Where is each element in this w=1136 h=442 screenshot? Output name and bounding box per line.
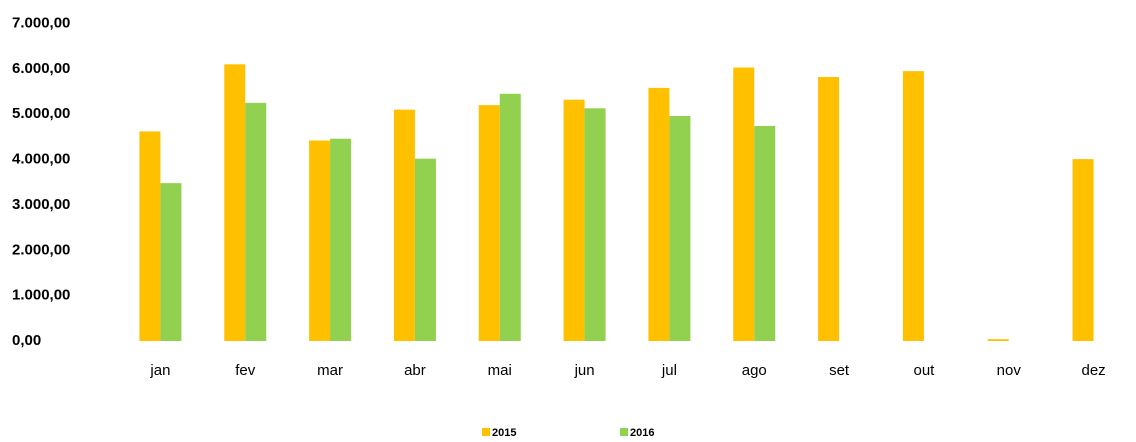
- bar: [902, 71, 924, 341]
- x-tick-label: mar: [317, 362, 343, 379]
- bar: [987, 339, 1009, 341]
- bar: [478, 105, 500, 342]
- bar: [245, 102, 267, 341]
- bar: [224, 64, 246, 342]
- x-tick-label: fev: [235, 362, 256, 379]
- bar: [1072, 159, 1094, 341]
- bar: [330, 138, 352, 341]
- bar: [733, 67, 755, 341]
- bar: [309, 140, 331, 341]
- legend-label: 2016: [630, 427, 654, 439]
- x-tick-label: jan: [149, 362, 170, 379]
- bar: [414, 158, 436, 341]
- bar: [499, 93, 521, 341]
- x-tick-label: set: [829, 362, 850, 379]
- y-tick-label: 2.000,00: [12, 241, 70, 258]
- bar: [393, 109, 415, 341]
- y-tick-label: 7.000,00: [12, 14, 70, 31]
- y-tick-label: 5.000,00: [12, 105, 70, 122]
- y-tick-label: 4.000,00: [12, 151, 70, 168]
- x-tick-label: nov: [997, 362, 1022, 379]
- bar: [818, 77, 840, 342]
- x-tick-label: jun: [574, 362, 595, 379]
- x-tick-label: ago: [742, 362, 767, 379]
- x-tick-label: out: [913, 362, 935, 379]
- legend-label: 2015: [492, 427, 516, 439]
- bar: [584, 108, 606, 341]
- bar: [160, 183, 182, 341]
- legend-swatch: [482, 428, 490, 436]
- bar: [563, 99, 585, 341]
- bar: [754, 126, 776, 341]
- y-tick-label: 1.000,00: [12, 287, 70, 304]
- x-tick-label: abr: [404, 362, 426, 379]
- x-tick-label: mai: [488, 362, 512, 379]
- y-tick-label: 0,00: [12, 332, 41, 349]
- bar: [139, 131, 161, 341]
- x-tick-label: jul: [661, 362, 677, 379]
- bar: [648, 87, 670, 342]
- y-tick-label: 3.000,00: [12, 196, 70, 213]
- legend-swatch: [620, 428, 628, 436]
- y-tick-label: 6.000,00: [12, 60, 70, 77]
- bar: [669, 116, 691, 342]
- x-tick-label: dez: [1081, 362, 1105, 379]
